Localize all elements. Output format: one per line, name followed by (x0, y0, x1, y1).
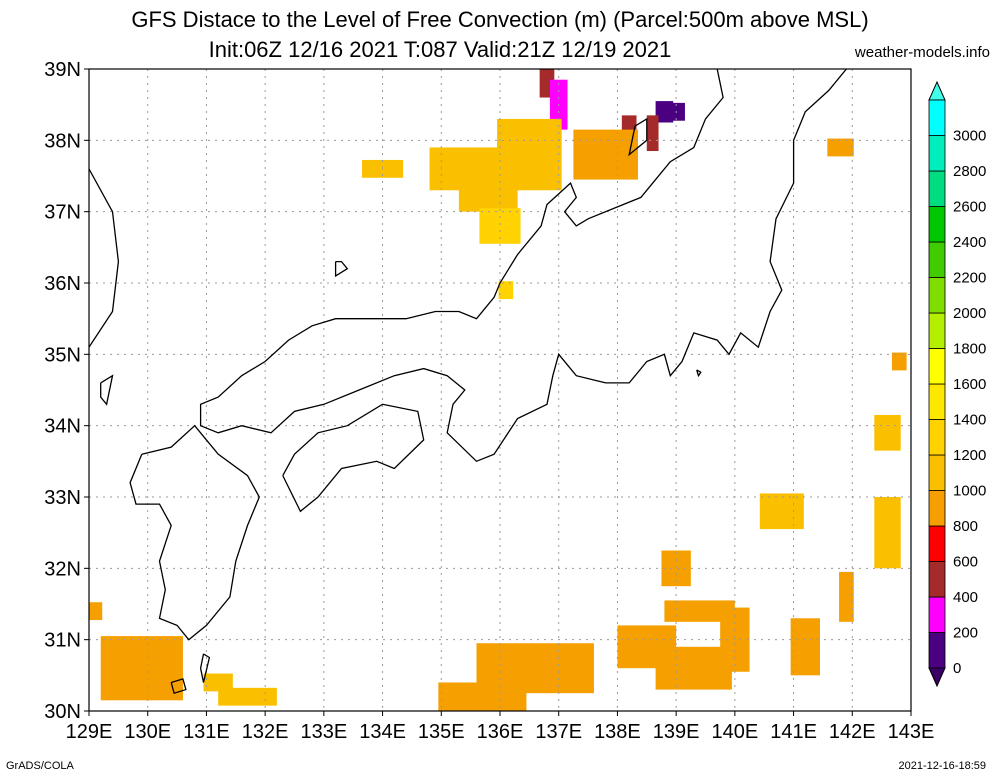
lat-tick-label: 33N (44, 487, 81, 509)
colorbar-swatch (928, 419, 946, 456)
colorbar-level-label: 1200 (953, 447, 986, 464)
colorbar-level-label: 0 (953, 660, 961, 677)
colorbar-swatch (928, 277, 946, 314)
coastline (89, 69, 847, 695)
coastline-sado (628, 117, 648, 157)
colorbar-level-label: 1000 (953, 483, 986, 500)
map-subtitle: Init:06Z 12/16 2021 T:087 Valid:21Z 12/1… (208, 37, 672, 62)
lon-tick-label: 136E (477, 721, 524, 743)
lon-tick-label: 138E (594, 721, 641, 743)
colorbar-under-arrow (928, 667, 946, 688)
field-cell (203, 673, 233, 692)
coastline-oki (334, 260, 349, 278)
field-cell (100, 636, 183, 701)
colorbar: 0 200 400 600 800 1000 1200 1400 1600 1800 2000 220… (928, 80, 986, 688)
field-layer (89, 69, 907, 711)
lon-tick-label: 134E (359, 721, 406, 743)
lat-tick-label: 36N (44, 273, 81, 295)
colorbar-level-label: 2400 (953, 234, 986, 251)
lon-tick-label: 142E (829, 721, 876, 743)
field-cell (458, 183, 518, 212)
axes: 30N 31N 32N 33N 34N 35N 36N 37N 38N 39N 129E 130E 13… (44, 59, 934, 743)
colorbar-swatch (928, 596, 946, 633)
colorbar-level-label: 600 (953, 554, 978, 571)
field-cell (497, 118, 562, 191)
lat-tick-label: 30N (44, 701, 81, 723)
lat-tick-label: 31N (44, 630, 81, 652)
field-cell (874, 497, 901, 569)
colorbar-level-label: 1800 (953, 341, 986, 358)
lat-tick-label: 37N (44, 202, 81, 224)
field-cell (89, 602, 103, 621)
colorbar-swatch (928, 632, 946, 669)
lon-tick-label: 141E (770, 721, 817, 743)
colorbar-swatch (928, 561, 946, 598)
coastline-tanega (199, 653, 211, 683)
lat-tick-label: 32N (44, 558, 81, 580)
lon-tick-label: 130E (124, 721, 171, 743)
footer-timestamp: 2021-12-16-18:59 (898, 760, 986, 772)
lon-tick-label: 131E (183, 721, 230, 743)
colorbar-level-label: 800 (953, 518, 978, 535)
lon-tick-label: 132E (242, 721, 289, 743)
field-cell (874, 414, 901, 451)
colorbar-level-label: 1400 (953, 412, 986, 429)
colorbar-level-label: 1600 (953, 376, 986, 393)
lat-tick-label: 35N (44, 344, 81, 366)
colorbar-level-label: 2200 (953, 270, 986, 287)
lon-tick-label: 143E (888, 721, 935, 743)
field-cell (573, 129, 638, 180)
field-cell (790, 618, 820, 676)
site-credit[interactable]: weather-models.info (854, 44, 990, 61)
coastline-korea (89, 167, 120, 348)
coastline-kyushu (129, 424, 261, 641)
coastline-yaku (170, 678, 187, 695)
colorbar-swatch (928, 99, 946, 136)
colorbar-swatch (928, 312, 946, 349)
lon-tick-label: 135E (418, 721, 465, 743)
colorbar-swatch (928, 170, 946, 207)
lat-tick-label: 38N (44, 130, 81, 152)
field-cell (498, 281, 514, 300)
field-cell (759, 493, 804, 530)
colorbar-swatch (928, 490, 946, 527)
lon-tick-label: 137E (535, 721, 582, 743)
lon-tick-label: 140E (711, 721, 758, 743)
map-title: GFS Distace to the Level of Free Convect… (131, 7, 869, 32)
colorbar-over-arrow (928, 80, 946, 101)
colorbar-swatch (928, 454, 946, 491)
colorbar-level-label: 200 (953, 625, 978, 642)
colorbar-swatch (928, 383, 946, 420)
colorbar-swatch (928, 348, 946, 385)
field-cell (655, 646, 732, 690)
colorbar-level-label: 400 (953, 589, 978, 606)
field-cell (891, 352, 907, 371)
colorbar-level-label: 3000 (953, 128, 986, 145)
lon-tick-label: 129E (66, 721, 113, 743)
colorbar-swatch (928, 241, 946, 278)
coastline-oshima (696, 369, 702, 378)
field-cell (218, 687, 277, 706)
lon-tick-label: 133E (300, 721, 347, 743)
field-cell (664, 600, 735, 622)
field-cell (438, 682, 527, 711)
lat-tick-label: 34N (44, 416, 81, 438)
lat-tick-label: 39N (44, 59, 81, 81)
field-cell (839, 571, 854, 622)
colorbar-swatch (928, 525, 946, 562)
colorbar-swatch (928, 206, 946, 243)
coastline-honshu (199, 69, 847, 463)
colorbar-level-label: 2800 (953, 163, 986, 180)
colorbar-level-label: 2600 (953, 199, 986, 216)
field-cell (827, 138, 854, 157)
lon-tick-label: 139E (653, 721, 700, 743)
colorbar-level-label: 2000 (953, 305, 986, 322)
footer-software: GrADS/COLA (6, 760, 74, 772)
coastline-tsushima (100, 374, 114, 406)
field-cell (646, 115, 659, 152)
coastline-shikoku (282, 403, 425, 513)
colorbar-swatch (928, 135, 946, 172)
